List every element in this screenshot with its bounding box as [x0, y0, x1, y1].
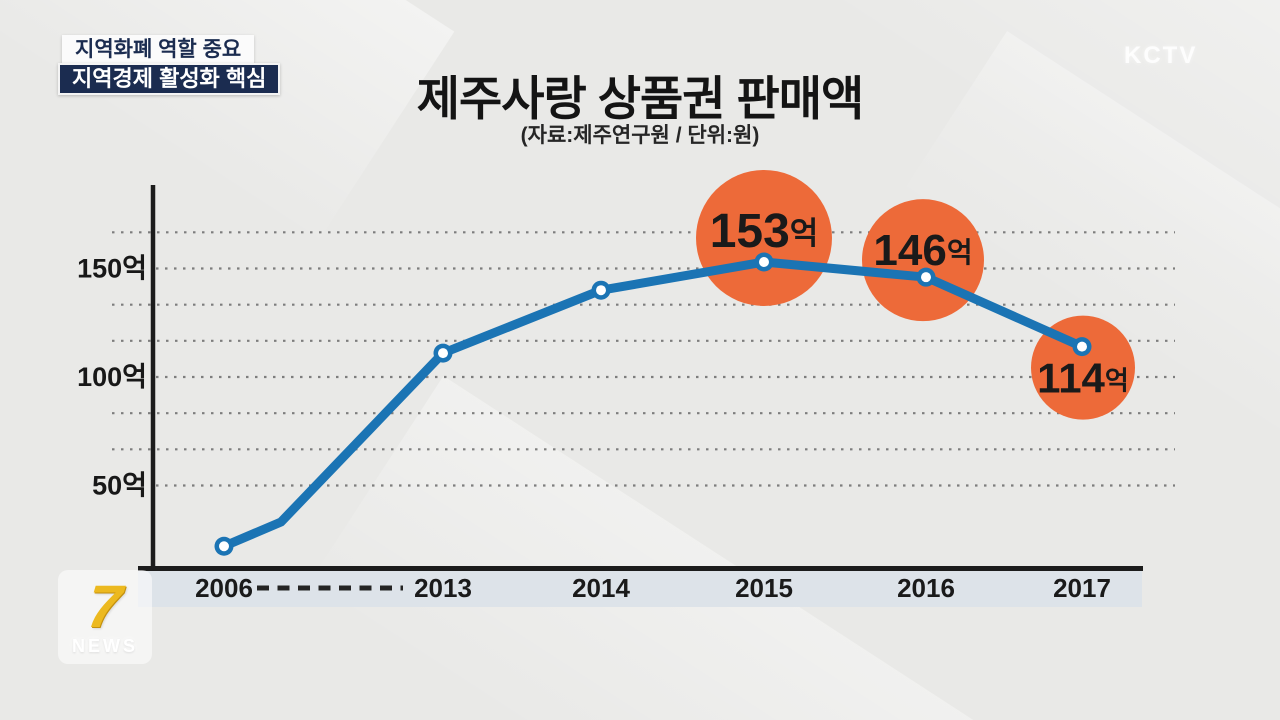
data-point [219, 541, 229, 552]
data-point [596, 285, 606, 296]
seven-news-logo: 7 NEWS [58, 570, 152, 664]
headline-banner-top: 지역화폐 역할 중요 [62, 35, 255, 64]
value-bubble [1031, 315, 1135, 420]
x-tick-label: 2006 [195, 573, 253, 603]
y-tick-label: 150억 [77, 254, 147, 284]
y-tick-label: 50억 [92, 471, 147, 501]
seven-logo-number: 7 [84, 572, 126, 640]
data-point [759, 256, 769, 267]
value-bubble-label: 153억 [710, 205, 819, 258]
seven-logo-text: NEWS [72, 635, 138, 656]
y-tick-label: 100억 [77, 362, 147, 392]
channel-watermark: KCTV [1124, 42, 1198, 69]
value-bubble-label: 146억 [873, 226, 972, 275]
chart-title: 제주사랑 상품권 판매액 [416, 72, 865, 125]
value-bubble-label: 114억 [1037, 354, 1129, 401]
x-tick-label: 2014 [572, 573, 630, 603]
x-tick-label: 2013 [414, 573, 472, 603]
chart-source-note: (자료:제주연구원 / 단위:원) [520, 124, 760, 147]
x-tick-label: 2017 [1053, 573, 1111, 603]
data-point [438, 348, 448, 359]
x-tick-label: 2015 [735, 573, 793, 603]
x-tick-label: 2016 [897, 573, 955, 603]
headline-banner-bottom: 지역경제 활성화 핵심 [58, 63, 281, 95]
data-point [921, 272, 931, 283]
data-point [1077, 341, 1087, 352]
